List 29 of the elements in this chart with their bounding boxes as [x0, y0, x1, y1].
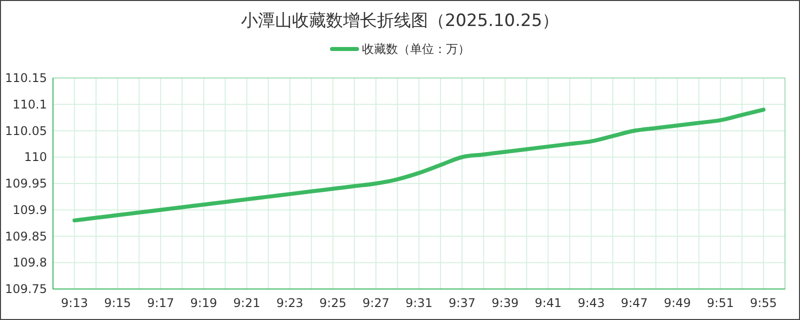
- x-tick-label: 9:19: [190, 296, 218, 310]
- x-tick-label: 9:49: [664, 296, 691, 310]
- y-tick-label: 109.8: [12, 256, 47, 270]
- x-tick-label: 9:17: [147, 296, 174, 310]
- y-tick-label: 110.15: [5, 71, 47, 85]
- legend: 收藏数（单位：万）: [330, 42, 470, 56]
- x-tick-label: 9:13: [61, 296, 88, 310]
- x-tick-label: 9:21: [233, 296, 260, 310]
- x-tick-label: 9:37: [448, 296, 476, 310]
- y-tick-label: 110.05: [5, 124, 47, 138]
- y-tick-label: 109.9: [12, 202, 47, 217]
- x-tick-label: 9:47: [620, 296, 648, 310]
- y-tick-label: 109.85: [5, 229, 47, 244]
- x-tick-label: 9:55: [750, 296, 777, 310]
- y-tick-label: 110: [24, 150, 47, 164]
- y-tick-label: 109.95: [5, 176, 47, 190]
- y-tick-label: 109.75: [5, 282, 47, 296]
- y-tick-label: 110.1: [12, 97, 47, 112]
- legend-label: 收藏数（单位：万）: [362, 42, 470, 56]
- x-tick-label: 9:51: [706, 296, 734, 310]
- x-tick-label: 9:39: [492, 296, 519, 310]
- x-tick-label: 9:43: [578, 296, 605, 310]
- x-tick-label: 9:27: [362, 296, 390, 310]
- x-tick-label: 9:25: [319, 296, 346, 310]
- x-tick-label: 9:41: [534, 296, 562, 310]
- chart-title: 小潭山收藏数增长折线图（2025.10.25）: [240, 11, 560, 31]
- x-tick-label: 9:23: [276, 296, 304, 310]
- x-tick-label: 9:31: [406, 296, 432, 310]
- x-tick-label: 9:15: [104, 296, 132, 310]
